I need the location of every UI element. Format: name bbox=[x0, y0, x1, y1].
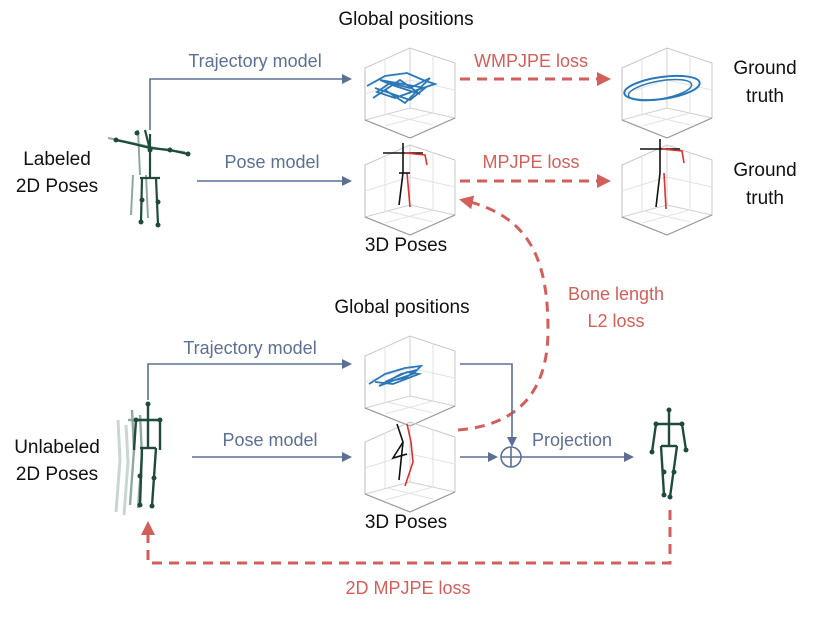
ground-truth-bottom-line1: Ground bbox=[733, 160, 796, 181]
projection-label: Projection bbox=[532, 430, 612, 450]
bone-length-loss-arrow bbox=[457, 195, 550, 432]
mpjpe-loss-label: MPJPE loss bbox=[482, 152, 579, 172]
top-3d-poses-label: 3D Poses bbox=[365, 235, 447, 256]
bone-length-label-line1: Bone length bbox=[568, 284, 664, 304]
unlabeled-2d-pose-skeleton bbox=[114, 401, 163, 516]
unlabeled-label-line2: 2D Poses bbox=[16, 464, 98, 485]
projected-2d-pose-skeleton bbox=[649, 407, 689, 500]
labeled-label-line2: 2D Poses bbox=[16, 176, 98, 197]
bottom-global-positions-plot bbox=[364, 335, 456, 427]
mpjpe-2d-loss-arrow bbox=[141, 510, 672, 565]
bone-length-label-line2: L2 loss bbox=[587, 311, 644, 331]
ground-truth-top-line2: truth bbox=[746, 86, 784, 107]
trajectory-to-projection-arrow bbox=[460, 363, 517, 447]
top-3d-pose-plot bbox=[364, 143, 456, 236]
ground-truth-top-line1: Ground bbox=[733, 58, 796, 79]
top-trajectory-arrow bbox=[149, 74, 352, 130]
bottom-global-positions-label: Global positions bbox=[334, 297, 469, 318]
bottom-trajectory-arrow bbox=[147, 359, 352, 400]
mpjpe-2d-loss-label: 2D MPJPE loss bbox=[345, 578, 470, 598]
bottom-trajectory-model-label: Trajectory model bbox=[183, 338, 316, 358]
ground-truth-global-plot bbox=[621, 47, 713, 139]
top-global-positions-plot bbox=[364, 47, 456, 139]
ground-truth-bottom-line2: truth bbox=[746, 188, 784, 209]
ground-truth-3d-pose-plot bbox=[621, 139, 713, 236]
bottom-3d-poses-label: 3D Poses bbox=[365, 512, 447, 533]
top-trajectory-model-label: Trajectory model bbox=[188, 51, 321, 71]
wmpjpe-loss-label: WMPJPE loss bbox=[474, 51, 588, 71]
labeled-label-line1: Labeled bbox=[23, 149, 91, 170]
unlabeled-label-line1: Unlabeled bbox=[14, 437, 100, 458]
top-pose-model-label: Pose model bbox=[224, 152, 319, 172]
labeled-2d-pose-skeleton bbox=[107, 129, 191, 228]
top-global-positions-label: Global positions bbox=[338, 9, 473, 30]
bottom-3d-pose-plot bbox=[364, 421, 456, 513]
bottom-pose-model-label: Pose model bbox=[222, 430, 317, 450]
projection-combine-icon bbox=[500, 446, 522, 468]
